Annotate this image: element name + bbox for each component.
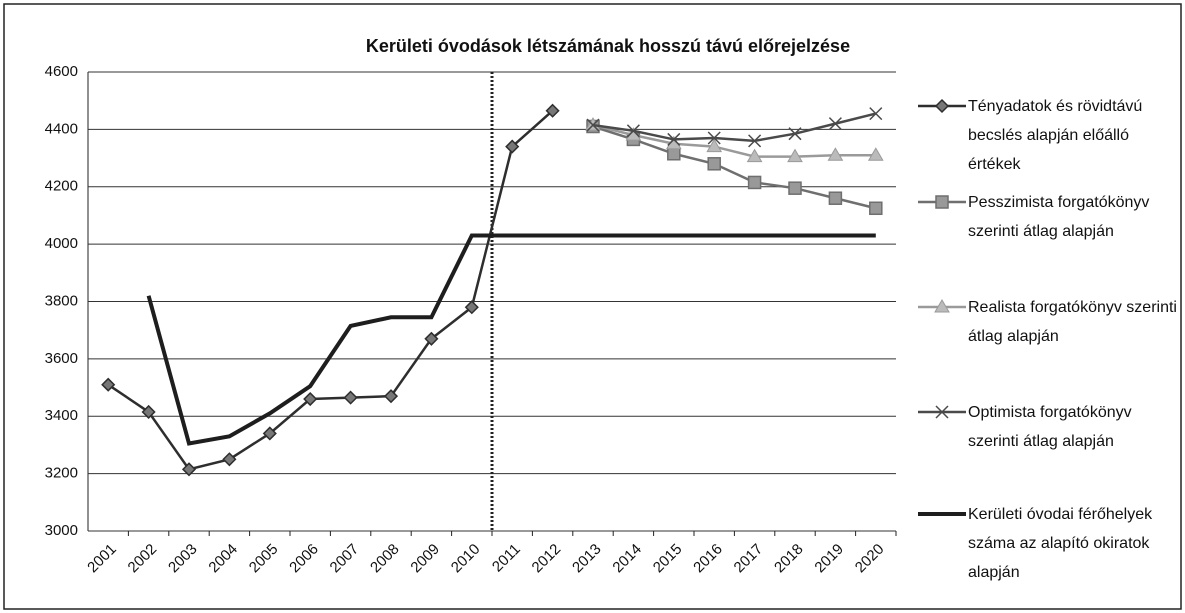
marker: [667, 147, 681, 161]
legend-label: Optimista forgatókönyv szerinti átlag al…: [968, 404, 1132, 450]
marker: [101, 377, 116, 392]
legend-entry: Tényadatok és rövidtávú becslés alapján …: [968, 98, 1143, 173]
chart-title: Kerületi óvodások létszámának hosszú táv…: [366, 36, 850, 56]
marker: [262, 426, 277, 441]
marker: [545, 103, 560, 118]
legend-label: Kerületi óvodai férőhelyek száma az alap…: [968, 506, 1153, 581]
series-line: [592, 112, 877, 143]
y-tick-label: 4600: [45, 63, 78, 80]
marker: [141, 404, 156, 420]
marker: [222, 452, 237, 467]
marker: [788, 181, 802, 195]
marker: [935, 195, 949, 209]
marker: [343, 390, 358, 405]
marker: [746, 148, 763, 163]
marker: [707, 131, 721, 145]
marker: [828, 117, 842, 131]
marker: [867, 147, 884, 161]
frame: [3, 3, 1182, 610]
marker: [424, 331, 439, 346]
marker: [828, 191, 843, 205]
marker: [626, 124, 640, 138]
marker: [181, 462, 197, 477]
marker: [934, 299, 950, 313]
marker: [383, 389, 399, 404]
legend-label: Tényadatok és rövidtávú becslés alapján …: [968, 98, 1143, 173]
marker: [586, 118, 600, 132]
marker: [707, 157, 721, 171]
y-tick-label: 3800: [45, 292, 78, 309]
legend-entry: Realista forgatókönyv szerinti átlag ala…: [968, 299, 1177, 345]
marker: [787, 148, 803, 163]
legend-entry: Optimista forgatókönyv szerinti átlag al…: [968, 404, 1132, 450]
series-line: [107, 109, 554, 471]
y-tick-label: 4400: [45, 120, 78, 137]
marker: [935, 405, 949, 419]
y-tick-label: 3000: [45, 522, 78, 539]
marker: [748, 134, 762, 148]
y-tick-label: 3400: [45, 407, 78, 424]
marker: [464, 300, 479, 315]
y-tick-label: 4200: [45, 178, 78, 195]
marker: [505, 139, 520, 154]
y-tick-label: 4000: [45, 235, 78, 252]
marker: [706, 138, 723, 153]
marker: [869, 107, 883, 121]
marker: [827, 147, 844, 161]
y-tick-label: 3600: [45, 350, 78, 367]
marker: [747, 175, 762, 190]
legend-label: Pesszimista forgatókönyv szerinti átlag …: [968, 194, 1150, 240]
marker: [303, 391, 318, 407]
marker: [934, 98, 950, 114]
y-tick-label: 3200: [45, 465, 78, 482]
marker: [667, 132, 681, 146]
marker: [788, 127, 802, 141]
legend-entry: Kerületi óvodai férőhelyek száma az alap…: [968, 506, 1153, 581]
marker: [869, 201, 883, 216]
legend-entry: Pesszimista forgatókönyv szerinti átlag …: [968, 194, 1150, 240]
legend-label: Realista forgatókönyv szerinti átlag ala…: [968, 299, 1177, 345]
series-line: [592, 123, 876, 158]
series-line: [146, 233, 876, 446]
